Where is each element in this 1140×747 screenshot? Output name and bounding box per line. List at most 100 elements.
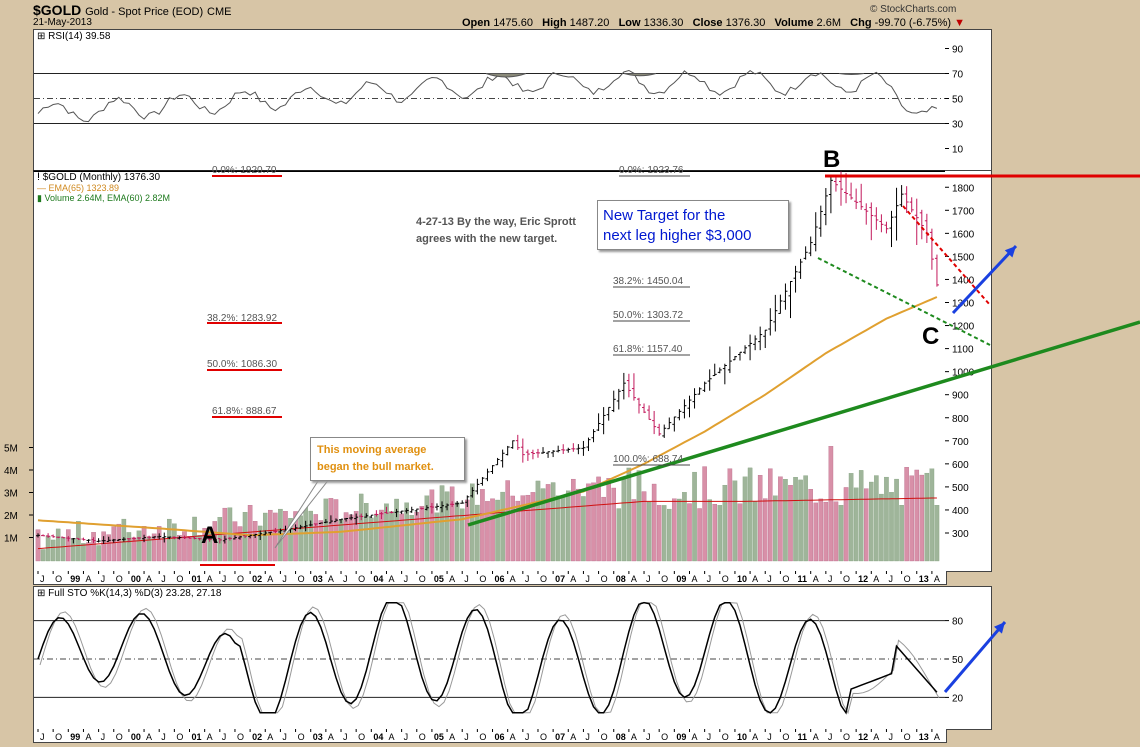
- volume-bar: [404, 502, 409, 562]
- x-tick-label: A: [85, 732, 91, 742]
- low-value: 1336.30: [643, 17, 684, 29]
- volume-bar: [60, 537, 66, 562]
- volume-bar: [182, 531, 187, 562]
- x-tick-label: 04: [373, 732, 383, 742]
- sto-tick-label: 50: [952, 655, 964, 666]
- date-label: 21-May-2013: [33, 17, 92, 28]
- x-tick-label: A: [146, 574, 152, 584]
- fib-left-618: 61.8%: 888.67: [212, 406, 277, 417]
- volume-bar: [773, 495, 778, 562]
- x-tick-label: O: [419, 732, 426, 742]
- volume-bar: [429, 489, 435, 562]
- volume-bar: [389, 511, 394, 562]
- x-tick-label: O: [358, 732, 365, 742]
- x-tick-label: 09: [676, 732, 686, 742]
- volume-bar: [283, 511, 288, 562]
- volume-bar: [106, 534, 111, 562]
- x-tick-label: O: [479, 574, 486, 584]
- rsi-tick-label: 50: [952, 95, 964, 106]
- price-tick-label: 1800: [952, 183, 975, 194]
- x-tick-label: J: [525, 732, 530, 742]
- volume-bar: [323, 498, 329, 562]
- volume-bar: [697, 508, 702, 562]
- rsi-tick-label: 90: [952, 45, 964, 56]
- price-legend: ⵑ $GOLD (Monthly) 1376.30 — EMA(65) 1323…: [37, 172, 170, 204]
- x-tick-label: A: [207, 574, 213, 584]
- sto-plot: [34, 601, 946, 715]
- volume-bar: [394, 498, 399, 562]
- volume-bar: [505, 480, 510, 562]
- x-tick-label: 02: [252, 732, 262, 742]
- price-tick-label: 1600: [952, 229, 975, 240]
- volume-bar: [874, 475, 879, 562]
- x-tick-label: O: [116, 732, 123, 742]
- volume-bar: [909, 475, 914, 562]
- volume-bar: [510, 495, 515, 562]
- rsi-line: [37, 69, 938, 123]
- volume-bar: [828, 446, 834, 562]
- x-tick-label: O: [782, 574, 789, 584]
- subtitle: Gold - Spot Price (EOD): [85, 6, 204, 18]
- volume-bar: [555, 495, 561, 562]
- volume-bar: [545, 484, 551, 562]
- ema-callout: This moving average began the bull marke…: [310, 437, 465, 481]
- x-tick-label: J: [222, 574, 227, 584]
- volume-bar: [934, 505, 940, 562]
- volume-bar: [869, 481, 874, 562]
- sto-tick-label: 20: [952, 693, 964, 704]
- volume-bar: [535, 480, 541, 562]
- x-axis-bottom-labels: J O 99 A J O 00 A J O 01 A J O 02 A J O 03 A J O 04 A J O 05 A J O 06 A…: [37, 729, 940, 742]
- volume-bar: [626, 467, 632, 562]
- x-tick-label: O: [843, 574, 850, 584]
- price-tick-label: 1300: [952, 299, 975, 310]
- x-tick-label: 05: [434, 574, 444, 584]
- volume-bar: [566, 490, 571, 562]
- x-tick-label: 05: [434, 732, 444, 742]
- x-tick-label: 08: [616, 574, 626, 584]
- x-tick-label: O: [55, 574, 62, 584]
- volume-bar: [611, 487, 617, 562]
- label-b: B: [823, 146, 841, 173]
- x-tick-label: O: [904, 574, 911, 584]
- x-tick-label: J: [343, 574, 348, 584]
- volume-bar: [172, 523, 177, 562]
- volume-bar: [636, 470, 642, 562]
- x-tick-label: 01: [192, 574, 202, 584]
- x-tick-label: 13: [919, 574, 929, 584]
- sto-up-arrow-head: [994, 622, 1005, 634]
- volume-bar: [363, 503, 369, 562]
- volume-bar: [434, 512, 440, 562]
- x-tick-label: A: [146, 732, 152, 742]
- x-tick-label: O: [540, 574, 547, 584]
- x-tick-label: J: [585, 574, 590, 584]
- x-tick-label: 10: [737, 732, 747, 742]
- x-tick-label: O: [843, 732, 850, 742]
- ema-note-line-2: began the bull market.: [317, 461, 434, 473]
- ticker: $GOLD: [33, 2, 82, 18]
- volume-bar: [621, 479, 627, 562]
- volume-bar: [929, 468, 935, 562]
- volume-bar: [576, 488, 581, 562]
- x-tick-label: A: [873, 732, 879, 742]
- chart-header: $GOLD Gold - Spot Price (EOD) CME: [33, 2, 231, 18]
- volume-bar: [252, 521, 258, 562]
- volume-bar: [111, 526, 117, 562]
- x-tick-label: A: [510, 574, 516, 584]
- volume-bar: [76, 521, 81, 562]
- price-tick-label: 1700: [952, 206, 975, 217]
- volume-bar: [899, 505, 904, 562]
- rsi-overbought-fill: [623, 73, 657, 77]
- fib-left-0: 0.0%: 1920.70: [212, 165, 277, 176]
- volume-bar: [374, 514, 379, 562]
- volume-bar: [722, 484, 728, 562]
- volume-bar: [803, 475, 808, 562]
- volume-bar: [338, 519, 344, 562]
- sto-axis: 80 50 20: [945, 586, 992, 730]
- rsi-overbought-fill: [485, 73, 527, 78]
- volume-bar: [682, 492, 687, 562]
- x-tick-label: 04: [373, 574, 383, 584]
- volume-bar: [288, 518, 293, 562]
- x-tick-label: O: [661, 574, 668, 584]
- x-tick-label: 00: [131, 732, 141, 742]
- volume-tick-label: 1M: [4, 534, 18, 545]
